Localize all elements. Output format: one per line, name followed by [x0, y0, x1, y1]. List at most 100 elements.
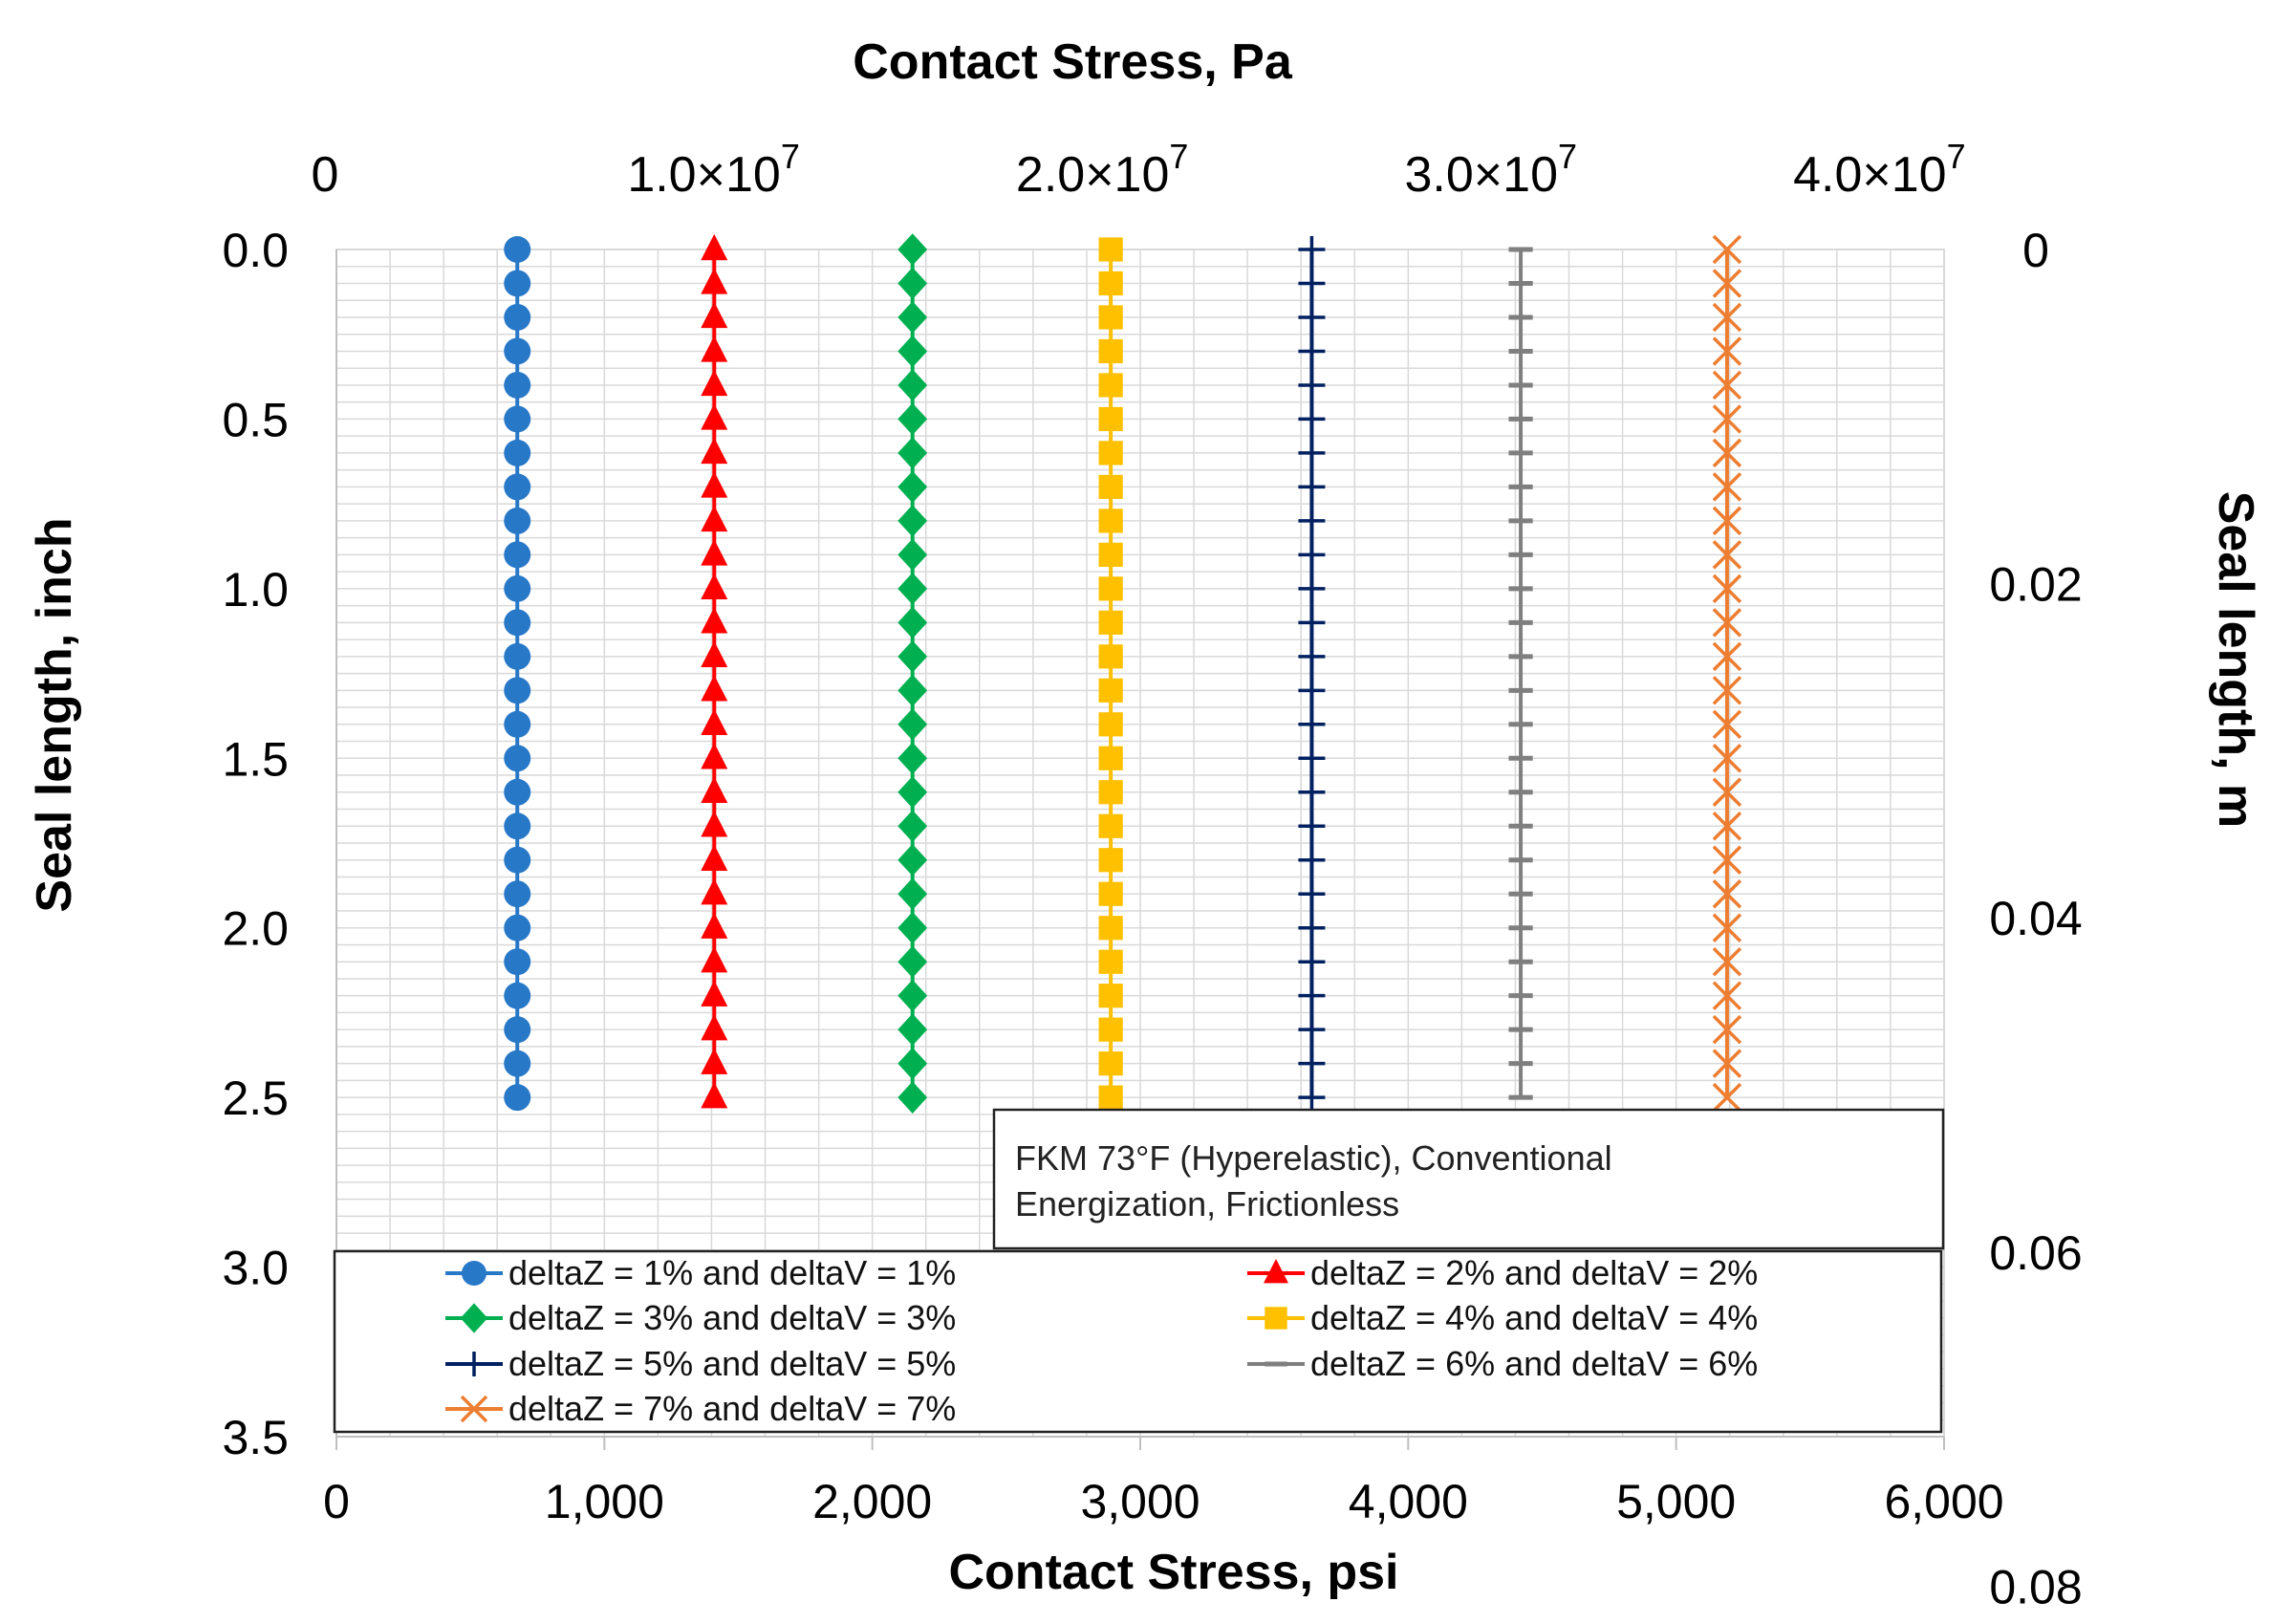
- data-point: [1098, 441, 1123, 466]
- data-point: [504, 473, 531, 501]
- data-point: [701, 1014, 728, 1041]
- data-point: [897, 369, 928, 401]
- data-point: [1712, 709, 1742, 740]
- top-tick-mantissa: 3.0×10: [1405, 147, 1559, 203]
- data-point: [701, 505, 728, 532]
- legend-item-7: deltaZ = 7% and deltaV = 7%: [445, 1389, 956, 1428]
- data-point: [504, 745, 531, 772]
- data-point: [1298, 948, 1326, 976]
- data-point: [1098, 237, 1123, 262]
- legend-swatch-marker: [462, 1261, 486, 1286]
- data-point: [504, 371, 531, 399]
- legend-item-4: deltaZ = 4% and deltaV = 4%: [1247, 1298, 1758, 1337]
- data-point: [504, 1016, 531, 1044]
- data-point: [1712, 981, 1742, 1010]
- data-point: [504, 405, 531, 433]
- data-point: [1098, 474, 1123, 499]
- right-tick-label: 0.02: [1989, 558, 2082, 612]
- data-point: [504, 541, 531, 569]
- series-1: [504, 236, 531, 1112]
- data-point: [1098, 644, 1123, 669]
- data-point: [1712, 1049, 1742, 1078]
- data-point: [1298, 270, 1326, 297]
- data-point: [897, 573, 928, 605]
- data-point: [1712, 1014, 1742, 1045]
- data-point: [1098, 813, 1123, 838]
- data-point: [504, 846, 531, 874]
- data-point: [1298, 574, 1326, 602]
- data-point: [897, 402, 928, 436]
- data-point: [1712, 676, 1742, 705]
- data-point: [504, 1050, 531, 1077]
- data-point: [1712, 370, 1742, 401]
- data-point: [1712, 506, 1742, 536]
- axes: 0 1,000 2,000 3,000 4,000 5,000 6,000 Contact S…: [27, 34, 2263, 1613]
- data-point: [1298, 1084, 1326, 1112]
- data-point: [897, 301, 928, 334]
- x-tick-label: 2,000: [812, 1475, 932, 1528]
- legend-item-1: deltaZ = 1% and deltaV = 1%: [445, 1253, 956, 1292]
- data-point: [504, 507, 531, 534]
- legend-swatch-marker: [460, 1303, 488, 1333]
- top-tick-label: 1.0×107: [627, 137, 800, 203]
- data-point: [504, 270, 531, 297]
- x-tick-label: 5,000: [1616, 1475, 1736, 1528]
- data-point: [701, 946, 728, 973]
- data-point: [1298, 473, 1326, 501]
- data-point: [1098, 576, 1123, 601]
- data-point: [701, 912, 728, 939]
- y-tick-label: 1.0: [222, 563, 289, 617]
- data-point: [1712, 608, 1742, 638]
- data-point: [701, 336, 728, 362]
- top-tick-exponent: 7: [1169, 137, 1188, 176]
- legend-swatch-marker: [1264, 1259, 1288, 1284]
- top-tick-label: 3.0×107: [1405, 137, 1578, 203]
- data-point: [1098, 305, 1123, 330]
- annotation-line-1: FKM 73°F (Hyperelastic), Conventional: [1015, 1138, 1612, 1178]
- legend-item-5: deltaZ = 5% and deltaV = 5%: [445, 1344, 956, 1383]
- data-point: [701, 268, 728, 294]
- data-point: [897, 1081, 928, 1114]
- data-point: [897, 1047, 928, 1080]
- data-point: [504, 778, 531, 806]
- data-point: [504, 812, 531, 840]
- top-tick-label: 2.0×107: [1016, 137, 1189, 203]
- x-tick-label: 3,000: [1080, 1475, 1200, 1528]
- legend-label: deltaZ = 6% and deltaV = 6%: [1310, 1344, 1758, 1383]
- data-point: [1712, 269, 1742, 298]
- data-point: [897, 742, 928, 775]
- data-point: [1098, 509, 1123, 533]
- y-tick-label: 0.5: [222, 393, 289, 446]
- data-point: [1098, 984, 1123, 1008]
- data-point: [1298, 778, 1326, 806]
- data-point: [504, 677, 531, 704]
- data-point: [701, 743, 728, 769]
- data-point: [897, 877, 928, 911]
- data-point: [897, 1013, 928, 1046]
- data-point: [897, 979, 928, 1012]
- data-point: [701, 233, 728, 261]
- data-point: [897, 470, 928, 504]
- annotation-line-2: Energization, Frictionless: [1015, 1184, 1399, 1223]
- top-tick-mantissa: 2.0×10: [1016, 147, 1170, 203]
- data-point: [1298, 609, 1326, 637]
- series-group: [504, 233, 1742, 1114]
- data-point: [701, 1082, 728, 1109]
- data-point: [1712, 878, 1742, 909]
- data-point: [1298, 745, 1326, 772]
- data-point: [897, 538, 928, 572]
- data-point: [701, 403, 728, 430]
- top-tick-exponent: 7: [1947, 137, 1966, 176]
- legend-swatch-marker: [462, 1352, 486, 1376]
- data-point: [504, 1084, 531, 1112]
- y-tick-label: 3.5: [222, 1411, 289, 1464]
- series-7: [1712, 234, 1742, 1113]
- data-point: [1712, 913, 1742, 942]
- data-point: [504, 710, 531, 738]
- data-point: [1712, 404, 1742, 434]
- legend-frame: [333, 1249, 1943, 1434]
- data-point: [1298, 642, 1326, 670]
- y-tick-label: 1.5: [222, 732, 289, 786]
- data-point: [1712, 234, 1742, 265]
- data-point: [1298, 303, 1326, 331]
